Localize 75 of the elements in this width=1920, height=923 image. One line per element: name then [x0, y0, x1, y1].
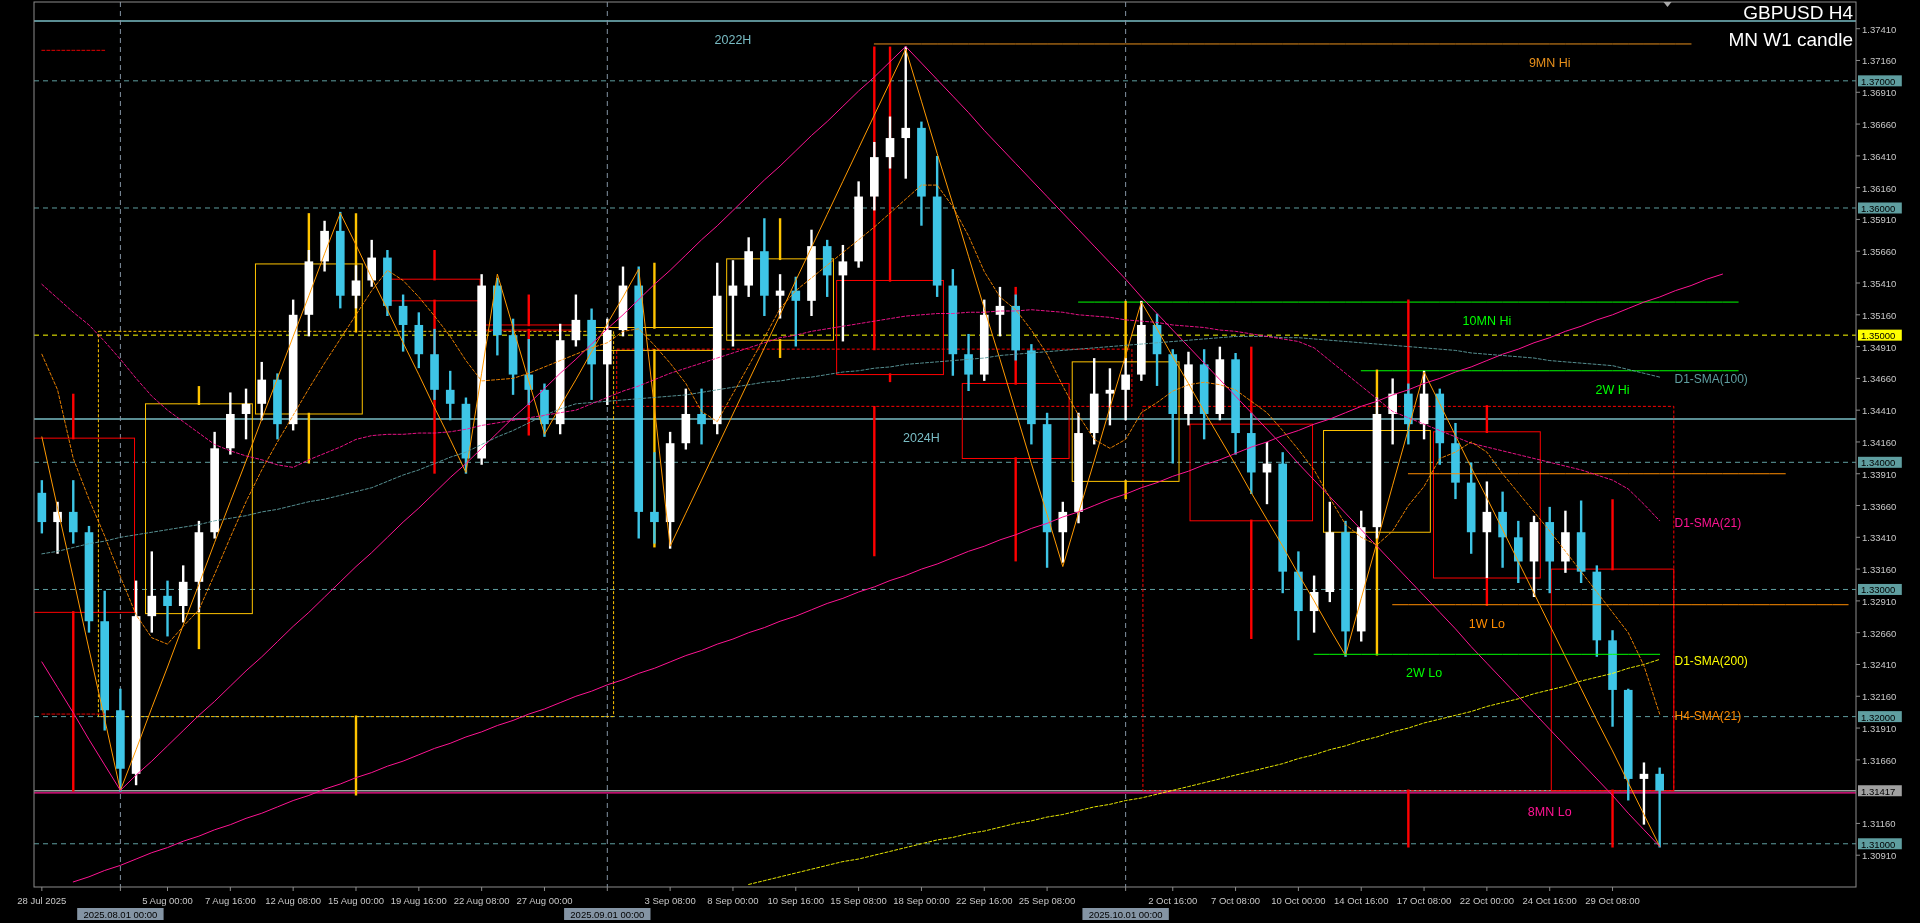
x-tick-label: 29 Oct 08:00: [1585, 894, 1640, 906]
y-tick-label: 1.35910: [1862, 213, 1897, 225]
y-tick-label: 1.36410: [1862, 150, 1897, 162]
y-tick-label: 1.36660: [1862, 118, 1897, 130]
series-label: D1-SMA(100): [1674, 372, 1748, 387]
ref-line-label: 1.31417: [1861, 785, 1896, 797]
y-tick-label: 1.34660: [1862, 372, 1897, 384]
x-tick-label: 22 Oct 00:00: [1459, 894, 1515, 906]
x-tick-label: 2025.09.01 00:00: [570, 908, 645, 920]
y-tick-label: 1.35410: [1862, 277, 1897, 289]
series-label: D1-SMA(200): [1674, 654, 1748, 669]
y-tick-label: 1.34910: [1862, 341, 1897, 353]
y-tick-label: 1.33660: [1862, 500, 1897, 512]
y-tick-label: 1.34410: [1862, 404, 1897, 416]
ref-line-label: 1.36000: [1861, 202, 1896, 214]
x-tick-label: 15 Sep 08:00: [830, 894, 887, 906]
chart-title: GBPUSD H4: [1743, 2, 1854, 23]
ref-line-label: 1.37000: [1861, 75, 1896, 87]
x-tick-label: 18 Sep 00:00: [893, 894, 950, 906]
annotation: 2024H: [903, 431, 940, 446]
y-tick-label: 1.31660: [1862, 754, 1897, 766]
ref-line-label: 1.32000: [1861, 711, 1896, 723]
annotation: 10MN Hi: [1462, 314, 1512, 329]
x-tick-label: 27 Aug 00:00: [516, 894, 573, 906]
x-tick-label: 24 Oct 16:00: [1522, 894, 1577, 906]
y-tick-label: 1.36160: [1862, 182, 1897, 194]
ref-line-label: 1.34000: [1861, 456, 1896, 468]
x-tick-label: 2025.08.01 00:00: [83, 908, 158, 920]
x-tick-label: 12 Aug 08:00: [265, 894, 322, 906]
x-tick-label: 15 Aug 00:00: [327, 894, 384, 906]
y-tick-label: 1.32410: [1862, 658, 1897, 670]
y-tick-label: 1.34160: [1862, 436, 1897, 448]
series-label: H4-SMA(21): [1674, 709, 1742, 724]
line-series: [748, 658, 1661, 885]
y-tick-label: 1.32160: [1862, 690, 1897, 702]
ref-line-label: 1.33000: [1861, 583, 1896, 595]
y-tick-label: 1.37160: [1862, 54, 1897, 66]
y-tick-label: 1.36910: [1862, 86, 1897, 98]
x-tick-label: 7 Oct 08:00: [1211, 894, 1261, 906]
annotation: 9MN Hi: [1528, 55, 1571, 70]
x-tick-label: 25 Sep 08:00: [1018, 894, 1076, 906]
x-tick-label: 3 Sep 08:00: [644, 894, 696, 906]
x-tick-label: 17 Oct 08:00: [1396, 894, 1452, 906]
x-tick-label: 2 Oct 16:00: [1148, 894, 1198, 906]
y-tick-label: 1.31910: [1862, 722, 1897, 734]
annotation: 8MN Lo: [1527, 804, 1572, 819]
x-tick-label: 10 Oct 00:00: [1271, 894, 1326, 906]
x-tick-label: 14 Oct 16:00: [1334, 894, 1389, 906]
x-tick-label: 8 Sep 00:00: [707, 894, 759, 906]
annotation: 2022H: [714, 33, 752, 48]
annotation: 2W Hi: [1595, 382, 1630, 397]
y-tick-label: 1.32910: [1862, 595, 1897, 607]
y-tick-label: 1.33160: [1862, 563, 1897, 575]
x-tick-label: 22 Aug 08:00: [453, 894, 510, 906]
annotation: 1W Lo: [1468, 616, 1505, 631]
x-tick-label: 28 Jul 2025: [17, 894, 67, 906]
y-tick-label: 1.33910: [1862, 468, 1897, 480]
x-tick-label: 2025.10.01 00:00: [1088, 908, 1163, 920]
text: MN W1 candle: [1728, 29, 1853, 50]
y-tick-label: 1.35160: [1862, 309, 1897, 321]
x-tick-label: 10 Sep 16:00: [767, 894, 825, 906]
x-tick-label: 22 Sep 16:00: [956, 894, 1013, 906]
x-tick-label: 5 Aug 00:00: [142, 894, 193, 906]
annotation: 2W Lo: [1405, 666, 1443, 681]
y-tick-label: 1.30910: [1862, 849, 1897, 861]
x-tick-label: 7 Aug 16:00: [204, 894, 256, 906]
ref-line-label: 1.35000: [1861, 329, 1896, 341]
y-tick-label: 1.37410: [1862, 23, 1897, 35]
y-tick-label: 1.32660: [1862, 627, 1897, 639]
ref-line-label: 1.31000: [1861, 838, 1896, 850]
y-tick-label: 1.35660: [1862, 245, 1897, 257]
x-tick-label: 19 Aug 16:00: [390, 894, 447, 906]
y-tick-label: 1.33410: [1862, 531, 1897, 543]
series-label: D1-SMA(21): [1674, 515, 1742, 530]
y-tick-label: 1.31160: [1862, 817, 1896, 829]
